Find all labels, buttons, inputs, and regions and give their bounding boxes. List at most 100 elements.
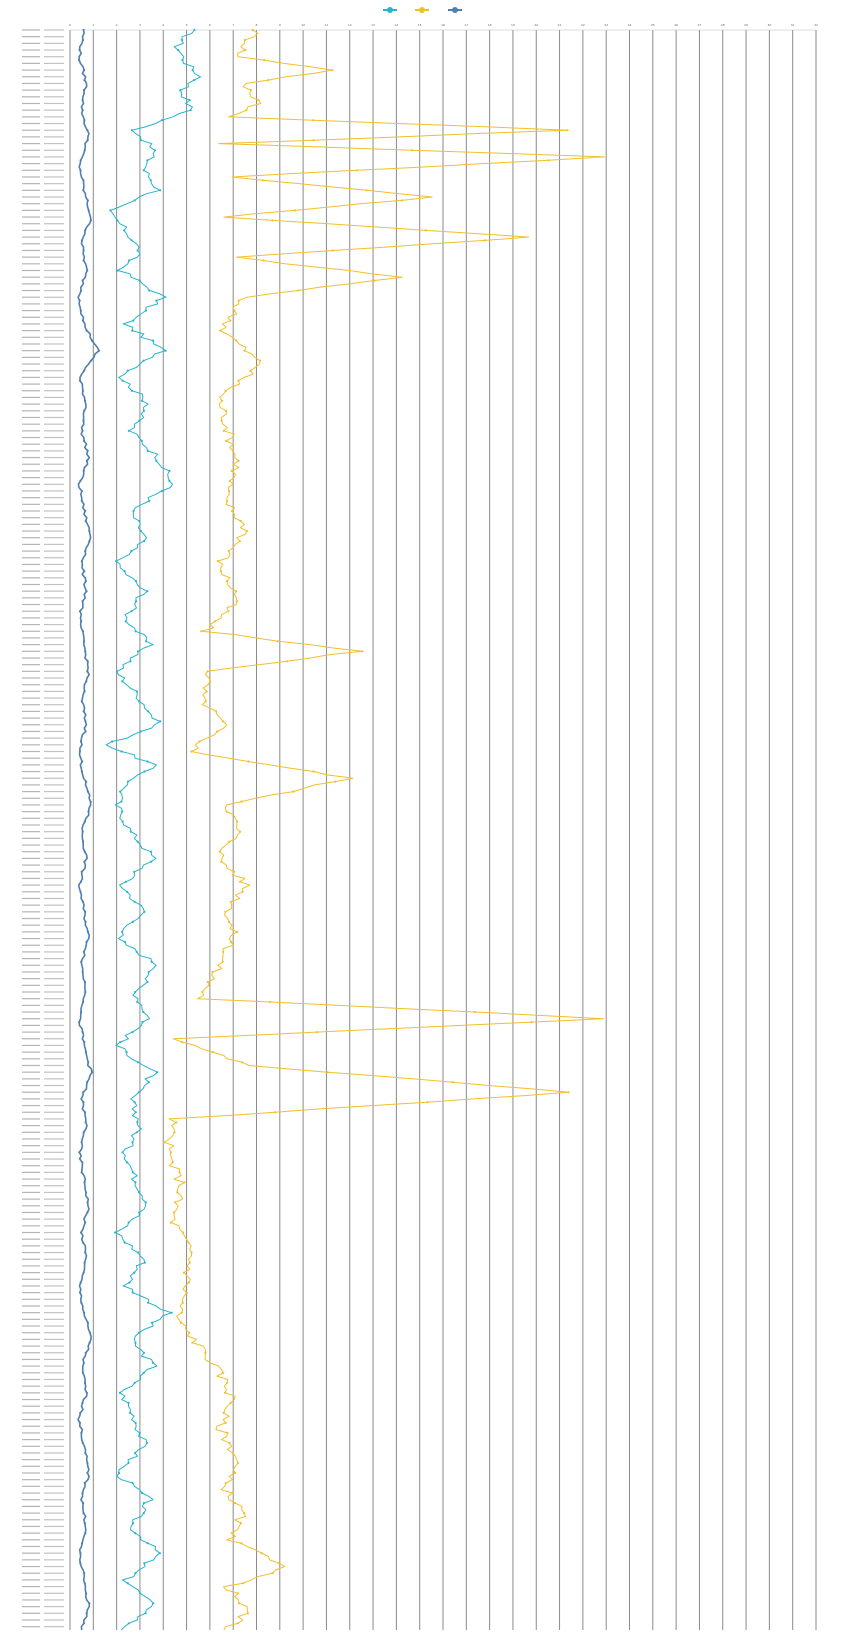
row-label-mark — [44, 310, 64, 311]
data-point — [79, 1422, 81, 1424]
data-point — [140, 530, 142, 532]
data-point — [138, 700, 140, 702]
data-point — [331, 69, 333, 71]
row-label-mark — [44, 564, 64, 565]
row-label-mark — [44, 1205, 64, 1206]
data-point — [225, 1422, 227, 1424]
row-label-mark — [22, 283, 40, 284]
row-label-mark — [22, 831, 40, 832]
row-label-mark — [44, 330, 64, 331]
data-point — [452, 1081, 454, 1083]
row-label-mark — [22, 1512, 40, 1513]
data-point — [83, 1181, 85, 1183]
data-point — [186, 1292, 188, 1294]
data-point — [84, 1251, 86, 1253]
data-point — [83, 370, 85, 372]
data-point — [84, 1111, 86, 1113]
tick-label: 28 — [721, 23, 725, 27]
row-label-mark — [22, 1105, 40, 1106]
row-label-mark — [44, 116, 64, 117]
row-label-mark — [44, 1038, 64, 1039]
row-label-mark — [22, 76, 40, 77]
row-label-mark — [44, 965, 64, 966]
data-point — [87, 791, 89, 793]
row-label-mark — [44, 1599, 64, 1600]
data-point — [228, 921, 230, 923]
row-label-mark — [22, 844, 40, 845]
data-point — [126, 1161, 128, 1163]
row-label-mark — [22, 1125, 40, 1126]
row-label-mark — [22, 464, 40, 465]
row-label-mark — [44, 183, 64, 184]
data-point — [80, 1432, 82, 1434]
row-label-mark — [44, 537, 64, 538]
row-label-mark — [44, 1072, 64, 1073]
row-label-mark — [44, 784, 64, 785]
row-label-mark — [44, 383, 64, 384]
data-point — [85, 1051, 87, 1053]
row-label-mark — [22, 1339, 40, 1340]
data-point — [132, 510, 134, 512]
data-point — [136, 690, 138, 692]
row-label-mark — [22, 1599, 40, 1600]
row-label-mark — [22, 1553, 40, 1554]
data-point — [85, 520, 87, 522]
row-label-mark — [22, 43, 40, 44]
data-point — [188, 1332, 190, 1334]
data-point — [143, 1502, 145, 1504]
row-label-mark — [44, 1225, 64, 1226]
row-label-mark — [44, 250, 64, 251]
row-label-mark — [44, 216, 64, 217]
row-label-mark — [22, 1372, 40, 1373]
data-point — [130, 550, 132, 552]
row-label-mark — [22, 1272, 40, 1273]
data-point — [223, 1412, 225, 1414]
row-label-mark — [44, 831, 64, 832]
data-point — [137, 1251, 139, 1253]
row-label-mark — [22, 1145, 40, 1146]
data-point — [87, 450, 89, 452]
data-point — [225, 410, 227, 412]
data-point — [88, 1602, 90, 1604]
data-point — [151, 961, 153, 963]
row-label-mark — [22, 1546, 40, 1547]
row-label-mark — [44, 377, 64, 378]
row-label-mark — [44, 424, 64, 425]
data-point — [143, 1562, 145, 1564]
row-label-mark — [44, 624, 64, 625]
data-point — [80, 159, 82, 161]
row-label-mark — [44, 978, 64, 979]
data-point — [271, 219, 273, 221]
data-point — [222, 720, 224, 722]
data-point — [226, 580, 228, 582]
data-point — [150, 861, 152, 863]
row-label-mark — [22, 1172, 40, 1173]
data-point — [237, 460, 239, 462]
row-label-mark — [44, 243, 64, 244]
row-label-mark — [44, 123, 64, 124]
data-point — [84, 229, 86, 231]
data-point — [136, 951, 138, 953]
row-label-mark — [44, 196, 64, 197]
row-label-mark — [44, 744, 64, 745]
row-label-mark — [22, 778, 40, 779]
data-point — [81, 1141, 83, 1143]
row-label-mark — [44, 470, 64, 471]
data-point — [192, 69, 194, 71]
data-point — [187, 1241, 189, 1243]
data-point — [146, 981, 148, 983]
row-label-mark — [44, 1105, 64, 1106]
row-label-mark — [22, 704, 40, 705]
row-label-mark — [44, 550, 64, 551]
data-point — [278, 1562, 280, 1564]
data-point — [152, 340, 154, 342]
data-point — [135, 1111, 137, 1113]
row-label-mark — [22, 1472, 40, 1473]
data-point — [85, 580, 87, 582]
row-label-mark — [22, 176, 40, 177]
data-point — [236, 931, 238, 933]
row-label-mark — [44, 277, 64, 278]
data-point — [136, 1121, 138, 1123]
data-point — [151, 1322, 153, 1324]
row-label-mark — [22, 951, 40, 952]
